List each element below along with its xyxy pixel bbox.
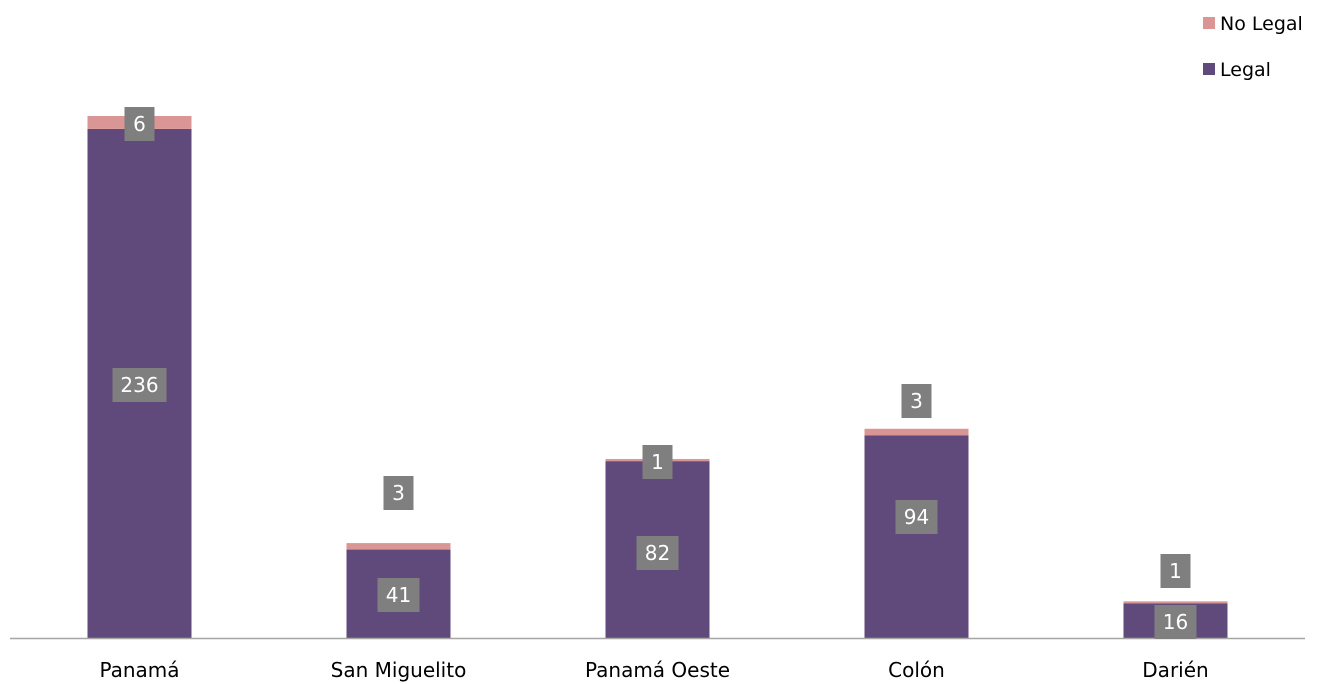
data-label-legal-panama-text: 236: [120, 373, 158, 397]
bar-no-legal-colon: [864, 428, 969, 436]
data-label-legal-colon: 94: [895, 500, 938, 534]
data-label-no-legal-san-miguelito-box: [383, 476, 414, 510]
data-label-legal-panama: 236: [112, 368, 167, 402]
data-label-legal-panama-box: [112, 368, 167, 402]
x-tick-label-panama: Panamá: [99, 658, 179, 682]
bar-legal-colon: [864, 435, 969, 638]
legend-label-no-legal: No Legal: [1220, 13, 1303, 35]
data-label-no-legal-panama-oeste-box: [642, 445, 673, 479]
x-tick-label-panama-oeste: Panamá Oeste: [585, 658, 730, 682]
data-label-legal-san-miguelito-text: 41: [386, 583, 411, 607]
data-label-legal-darien-text: 16: [1163, 610, 1188, 634]
legend: No Legal Legal: [1203, 13, 1303, 81]
data-label-no-legal-san-miguelito-text: 3: [392, 481, 405, 505]
legend-swatch-no-legal: [1203, 17, 1215, 29]
data-label-no-legal-panama-text: 6: [133, 112, 146, 136]
data-labels: 236 6 41 3 82 1 94 3 16 1: [112, 107, 1197, 639]
data-label-no-legal-darien: 1: [1160, 554, 1191, 588]
legend-item-no-legal: No Legal: [1203, 13, 1303, 35]
legend-item-legal: Legal: [1203, 59, 1271, 81]
legend-swatch-legal: [1203, 63, 1215, 75]
bar-no-legal-san-miguelito: [346, 543, 451, 550]
data-label-legal-panama-oeste-box: [636, 536, 679, 570]
bar-no-legal-darien: [1123, 601, 1228, 604]
data-label-no-legal-panama-oeste: 1: [642, 445, 673, 479]
data-label-legal-darien-box: [1154, 605, 1197, 639]
data-label-legal-colon-box: [895, 500, 938, 534]
data-label-no-legal-colon-box: [901, 384, 932, 418]
data-label-no-legal-panama-oeste-text: 1: [651, 450, 664, 474]
x-tick-label-san-miguelito: San Miguelito: [331, 658, 467, 682]
data-label-no-legal-darien-box: [1160, 554, 1191, 588]
data-label-legal-san-miguelito: 41: [377, 578, 420, 612]
data-label-legal-colon-text: 94: [904, 505, 929, 529]
data-label-no-legal-darien-text: 1: [1169, 559, 1182, 583]
legend-label-legal: Legal: [1220, 59, 1271, 81]
data-label-legal-panama-oeste-text: 82: [645, 541, 670, 565]
x-tick-label-colon: Colón: [888, 658, 945, 682]
data-label-no-legal-san-miguelito: 3: [383, 476, 414, 510]
x-tick-label-darien: Darién: [1142, 658, 1208, 682]
data-label-legal-panama-oeste: 82: [636, 536, 679, 570]
x-tick-labels: Panamá San Miguelito Panamá Oeste Colón Dari…: [99, 658, 1208, 682]
data-label-legal-darien: 16: [1154, 605, 1197, 639]
data-label-no-legal-colon-text: 3: [910, 389, 923, 413]
data-label-no-legal-panama-box: [124, 107, 155, 141]
data-label-no-legal-colon: 3: [901, 384, 932, 418]
data-label-no-legal-panama: 6: [124, 107, 155, 141]
data-label-legal-san-miguelito-box: [377, 578, 420, 612]
